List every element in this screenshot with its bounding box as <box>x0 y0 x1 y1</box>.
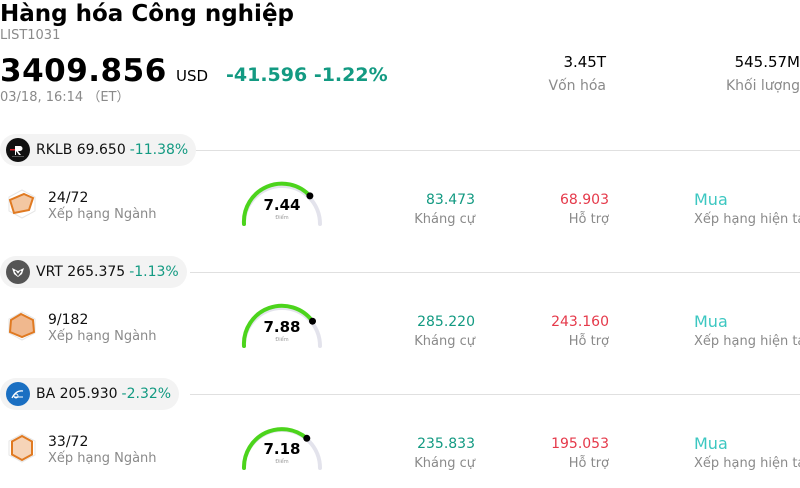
industry-rank-value: 24/72 <box>48 190 89 206</box>
boeing-logo-icon <box>6 382 30 406</box>
resistance-label: Kháng cự <box>414 456 475 471</box>
resistance: 235.833 Kháng cự <box>414 436 475 472</box>
rating-value: Mua <box>694 434 728 453</box>
score-value: 7.88 <box>263 318 301 336</box>
row-divider <box>190 150 800 151</box>
score-gauge: 7.44 Điểm <box>238 178 328 228</box>
rating-value: Mua <box>694 312 728 331</box>
rating-label: Xếp hạng hiện tại <box>694 456 800 471</box>
currency-label: USD <box>176 67 209 85</box>
rocket-lab-logo-icon <box>6 138 30 162</box>
industry-rank: 9/182 Xếp hạng Ngành <box>48 312 157 345</box>
industry-rank-label: Xếp hạng Ngành <box>48 329 157 344</box>
industry-rank-value: 9/182 <box>48 312 89 328</box>
radar-chart-icon <box>8 433 36 463</box>
resistance: 83.473 Kháng cự <box>414 192 475 228</box>
stock-row[interactable]: RKLB 69.650 -11.38% 24/72 Xếp hạng Ngành… <box>0 134 800 256</box>
score-value: 7.44 <box>263 196 301 214</box>
stock-symbol-price: BA 205.930 <box>36 386 118 402</box>
market-cap-stat: 3.45T Vốn hóa <box>549 53 606 95</box>
market-cap-label: Vốn hóa <box>548 78 606 94</box>
row-divider <box>190 272 800 273</box>
rating-value: Mua <box>694 190 728 209</box>
radar-chart-icon <box>8 311 36 341</box>
score-label: Điểm <box>275 215 289 221</box>
vertiv-logo-icon <box>6 260 30 284</box>
radar-chart-icon <box>8 189 36 219</box>
resistance-value: 285.220 <box>417 314 475 330</box>
resistance: 285.220 Kháng cự <box>414 314 475 350</box>
current-rating: Mua Xếp hạng hiện tại <box>694 434 800 472</box>
industry-rank: 24/72 Xếp hạng Ngành <box>48 190 157 223</box>
page-title: Hàng hóa Công nghiệp <box>0 1 295 27</box>
volume-label: Khối lượng <box>725 78 800 94</box>
score-label: Điểm <box>275 337 289 343</box>
score-gauge: 7.88 Điểm <box>238 300 328 350</box>
support-value: 68.903 <box>560 192 609 208</box>
score-label: Điểm <box>275 459 289 465</box>
current-rating: Mua Xếp hạng hiện tại <box>694 312 800 350</box>
stock-change-pct: -2.32% <box>121 386 172 402</box>
resistance-value: 235.833 <box>417 436 475 452</box>
timestamp: 03/18, 16:14 （ET） <box>0 90 130 105</box>
stock-symbol-price: RKLB 69.650 <box>36 142 126 158</box>
price-change: -41.596 -1.22% <box>226 64 388 86</box>
support-value: 195.053 <box>551 436 609 452</box>
stock-symbol-price: VRT 265.375 <box>36 264 126 280</box>
stock-pill[interactable]: BA 205.930 -2.32% <box>0 378 180 410</box>
index-price: 3409.856 <box>0 53 167 89</box>
industry-rank-label: Xếp hạng Ngành <box>48 207 157 222</box>
row-divider <box>190 394 800 395</box>
volume-stat: 545.57M Khối lượng <box>726 53 800 95</box>
score-gauge: 7.18 Điểm <box>238 422 328 472</box>
industry-rank-label: Xếp hạng Ngành <box>48 451 157 466</box>
support-label: Hỗ trợ <box>568 334 609 349</box>
support-value: 243.160 <box>551 314 609 330</box>
current-rating: Mua Xếp hạng hiện tại <box>694 190 800 228</box>
stock-row[interactable]: BA 205.930 -2.32% 33/72 Xếp hạng Ngành 7… <box>0 378 800 488</box>
market-cap-value: 3.45T <box>563 53 606 71</box>
resistance-label: Kháng cự <box>414 334 475 349</box>
rating-label: Xếp hạng hiện tại <box>694 212 800 227</box>
rating-label: Xếp hạng hiện tại <box>694 334 800 349</box>
volume-value: 545.57M <box>734 53 800 71</box>
score-value: 7.18 <box>263 440 301 458</box>
resistance-value: 83.473 <box>426 192 475 208</box>
industry-rank: 33/72 Xếp hạng Ngành <box>48 434 157 467</box>
stock-row[interactable]: VRT 265.375 -1.13% 9/182 Xếp hạng Ngành … <box>0 256 800 378</box>
stock-pill[interactable]: RKLB 69.650 -11.38% <box>0 134 197 166</box>
support: 243.160 Hỗ trợ <box>551 314 609 350</box>
support: 68.903 Hỗ trợ <box>560 192 609 228</box>
industry-rank-value: 33/72 <box>48 434 89 450</box>
stock-pill[interactable]: VRT 265.375 -1.13% <box>0 256 187 288</box>
resistance-label: Kháng cự <box>414 212 475 227</box>
stock-change-pct: -11.38% <box>129 142 189 158</box>
support: 195.053 Hỗ trợ <box>551 436 609 472</box>
support-label: Hỗ trợ <box>568 456 609 471</box>
support-label: Hỗ trợ <box>568 212 609 227</box>
stock-change-pct: -1.13% <box>129 264 179 280</box>
list-code: LIST1031 <box>0 28 61 43</box>
